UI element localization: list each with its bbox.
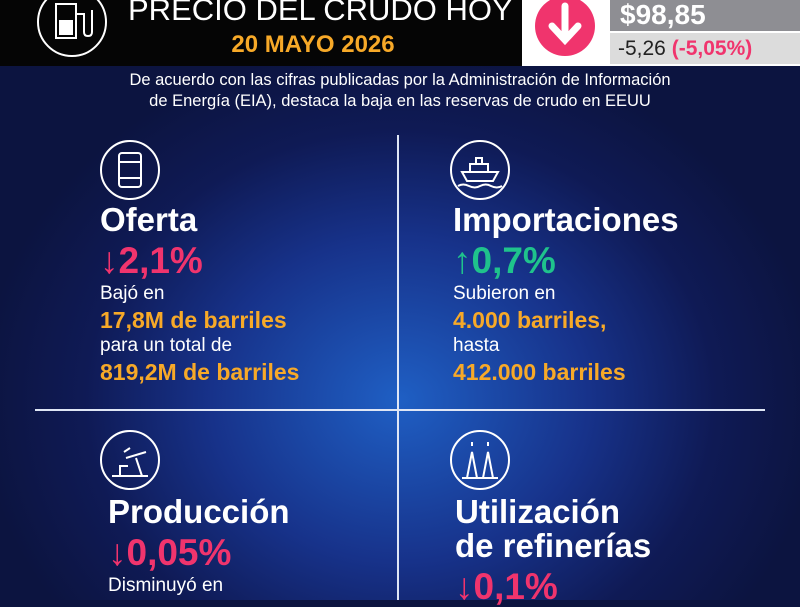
- section: Importaciones ↑0,7% Subieron en 4.000 barri…: [453, 201, 679, 386]
- intro-line: de Energía (EIA), destaca la baja en las…: [149, 92, 651, 110]
- section: Utilización de refinerías ↓0,1%: [455, 495, 651, 607]
- date: 20 MAYO 2026: [231, 31, 395, 58]
- price: $98,85: [620, 0, 706, 30]
- change-pct: (-5,05%): [671, 37, 753, 60]
- section-line: hasta: [453, 335, 500, 356]
- section-line: para un total de: [100, 335, 233, 356]
- section-line: Disminuyó en: [108, 575, 224, 596]
- intro-line: De acuerdo con las cifras publicadas por…: [129, 71, 671, 89]
- section: Oferta ↓2,1% Bajó en 17,8M de barriles para …: [100, 201, 300, 386]
- section-line: 4.000 barriles,: [453, 307, 607, 333]
- section-change: ↓0,1%: [455, 566, 558, 607]
- section-change: ↓2,1%: [100, 240, 203, 281]
- section-title: Producción: [108, 493, 290, 530]
- change: -5,26: [618, 37, 666, 60]
- title: PRECIO DEL CRUDO HOY: [128, 0, 513, 27]
- section-title: Oferta: [100, 201, 198, 238]
- section-line: Subieron en: [453, 283, 556, 304]
- intro: De acuerdo con las cifras publicadas por…: [0, 70, 800, 112]
- change-row: -5,26 (-5,05%): [618, 37, 752, 61]
- section-change: ↓0,05%: [108, 532, 232, 573]
- section-line: 819,2M de barriles: [100, 359, 300, 385]
- section-title: Utilización: [455, 493, 621, 530]
- section-line: 412.000 barriles: [453, 359, 626, 385]
- section: Producción ↓0,05% Disminuyó en: [108, 495, 290, 599]
- section-title: de refinerías: [455, 527, 652, 564]
- section-line: Bajó en: [100, 283, 165, 304]
- section-line: 17,8M de barriles: [100, 307, 287, 333]
- section-change: ↑0,7%: [453, 240, 556, 281]
- section-title: Importaciones: [453, 201, 679, 238]
